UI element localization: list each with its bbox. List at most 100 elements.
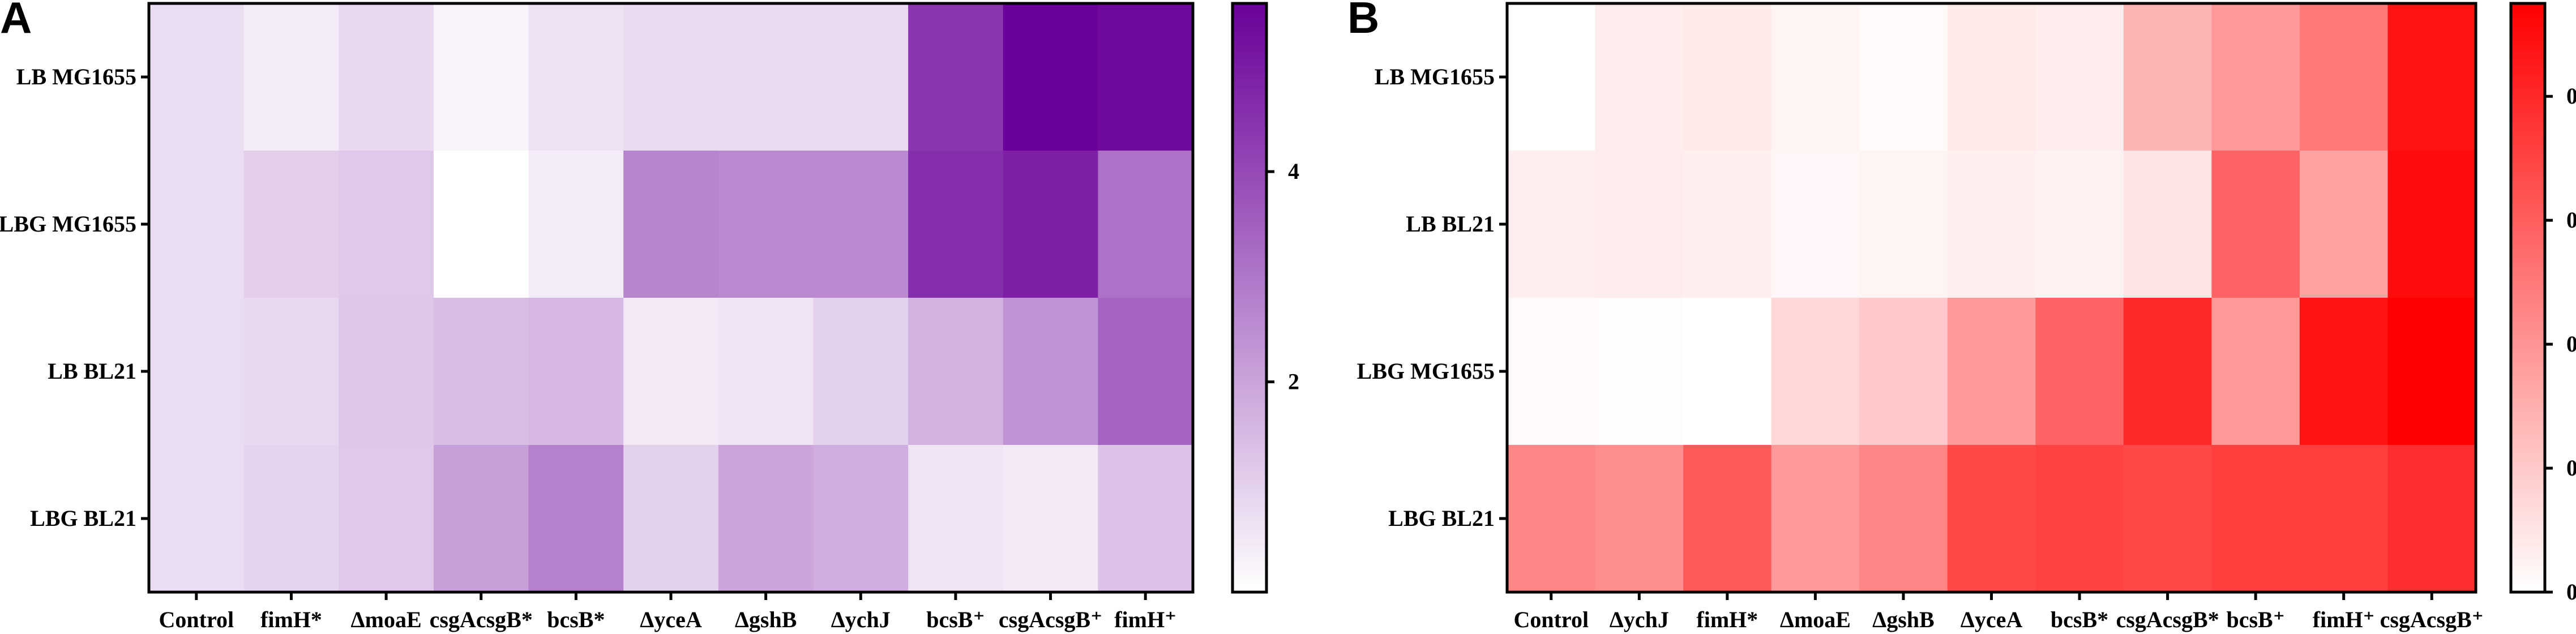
heatmap-cell [2123,298,2212,445]
heatmap-cell [149,298,245,445]
colorbar-a: 24 [1231,2,1299,594]
heatmap-cell [2211,3,2300,151]
heatmap-cell [2387,298,2476,445]
heatmap-cell [1683,3,1772,151]
y-tick-label: LBG BL21 [30,506,136,531]
heatmap-cell [813,3,909,151]
heatmap-cell [1098,151,1193,298]
x-tick-label: fimH* [1696,607,1758,632]
colorbar-tick-label: 0.4 [2566,331,2576,357]
heatmap-cell [908,445,1004,593]
colorbar-tick-label: 0 [2566,579,2576,605]
heatmap-cell [1098,298,1193,445]
heatmap-cell [1507,3,1596,151]
heatmap-cell [149,3,245,151]
heatmap-cell [1595,298,1684,445]
x-tick-label: ΔgshB [1872,607,1935,632]
heatmap-cell [2299,151,2389,298]
heatmap-cell [2035,3,2124,151]
x-tick-label: csgAcsgB* [430,607,533,632]
x-tick-label: bcsB* [2051,607,2108,632]
heatmap-cell [1771,151,1860,298]
heatmap-cell [2123,445,2212,593]
heatmap-cell [339,445,434,593]
heatmap-cell [2387,445,2476,593]
heatmap-cell [1003,445,1098,593]
x-tick-label: Control [1513,607,1589,632]
colorbar-tick-label: 0.8 [2566,83,2576,109]
heatmap-cell [718,3,814,151]
x-tick-label: ΔychJ [831,607,891,632]
heatmap-cell [623,3,719,151]
heatmap-cell [1003,3,1098,151]
heatmap-cell [2299,3,2389,151]
heatmap-cell [149,151,245,298]
heatmap-cell [243,3,339,151]
heatmap-cell [1595,151,1684,298]
heatmap-cell [2211,445,2300,593]
x-tick-label: Control [159,607,234,632]
colorbar-tick-label: 2 [1288,369,1299,395]
heatmap-cell [2387,3,2476,151]
x-tick-label: csgAcsgB* [2116,607,2219,632]
x-tick-label: fimH* [260,607,322,632]
heatmap-cell [1098,445,1193,593]
heatmap-cell [243,298,339,445]
heatmap-cell [1003,151,1098,298]
heatmap-cell [243,151,339,298]
heatmap-cell [813,151,909,298]
heatmap-cell [1859,445,1948,593]
heatmap-cell [908,3,1004,151]
x-tick-label: ΔychJ [1610,607,1669,632]
heatmap-cell [2299,298,2389,445]
colorbar-tick-label: 0.6 [2566,207,2576,233]
y-tick-label: LB MG1655 [1375,64,1495,89]
heatmap-cell [1947,298,2036,445]
heatmap-cell [1859,3,1948,151]
heatmap-cell [908,298,1004,445]
heatmap-cell [2123,3,2212,151]
x-tick-label: bcsB⁺ [926,607,985,632]
heatmap-cell [1683,298,1772,445]
heatmap-cell [718,298,814,445]
heatmap-cell [2123,151,2212,298]
heatmap-a: LB MG1655 LBG MG1655 LB BL21 LBG BL21 Contro… [0,2,1195,632]
x-tick-label: ΔgshB [735,607,797,632]
heatmap-cell [1595,3,1684,151]
heatmap-cell [1859,151,1948,298]
heatmap-cell [623,298,719,445]
heatmap-cell [1595,445,1684,593]
x-tick-label: fimH⁺ [2313,607,2375,632]
colorbar-b: 0 0.2 0.4 0.6 0.8 [2509,2,2576,605]
colorbar-gradient [2509,2,2547,594]
heatmap-cell [2299,445,2389,593]
heatmap-cell [528,3,624,151]
heatmap-cell [1507,298,1596,445]
heatmap-cell [718,151,814,298]
heatmap-cell [1771,445,1860,593]
heatmap-cell [433,151,529,298]
heatmap-cell [339,298,434,445]
heatmap-cell [1947,445,2036,593]
x-tick-label: bcsB⁺ [2226,607,2284,632]
heatmap-cell [1507,151,1596,298]
heatmap-cell [1507,445,1596,593]
heatmap-b: LB MG1655 LB BL21 LBG MG1655 LBG BL21 Contro… [1357,2,2484,632]
colorbar-tick-label: 4 [1288,158,1299,184]
heatmap-cell [433,445,529,593]
colorbar-gradient [1231,2,1268,594]
heatmap-cell [433,3,529,151]
heatmap-cell [813,298,909,445]
heatmap-cell [2211,151,2300,298]
x-tick-label: ΔmoaE [351,607,422,632]
heatmap-cell [2387,151,2476,298]
heatmap-cell [813,445,909,593]
heatmap-cell [243,445,339,593]
heatmap-cell [2035,298,2124,445]
panel-a-letter: A [0,0,32,42]
heatmap-cell [1947,3,2036,151]
y-tick-label: LBG MG1655 [0,211,136,237]
heatmap-cell [1859,298,1948,445]
heatmap-cell [1683,151,1772,298]
heatmap-cell [2035,151,2124,298]
